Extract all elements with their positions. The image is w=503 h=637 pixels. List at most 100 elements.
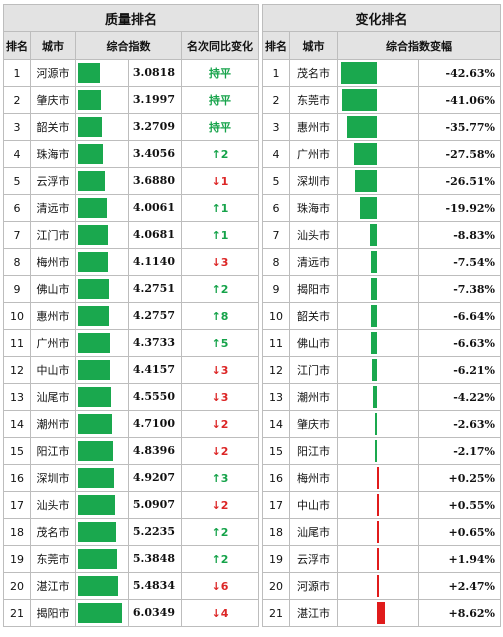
index-bar xyxy=(78,306,109,326)
index-bar-cell xyxy=(77,519,129,545)
rank-change-cell: ↑2 xyxy=(180,140,260,168)
change-ranking-title: 变化排名 xyxy=(261,4,502,32)
table-row: 12 江门市 -6.21% xyxy=(262,356,502,384)
rank-cell: 8 xyxy=(3,248,31,276)
city-cell: 潮州市 xyxy=(289,383,338,411)
city-cell: 汕头市 xyxy=(30,491,76,519)
table-row: 13 潮州市 -4.22% xyxy=(262,383,502,411)
city-cell: 江门市 xyxy=(30,221,76,249)
city-cell: 惠州市 xyxy=(30,302,76,330)
rank-cell: 9 xyxy=(262,275,290,303)
change-pct-cell: -6.21% xyxy=(417,356,502,384)
city-cell: 茂名市 xyxy=(30,518,76,546)
index-bar-cell xyxy=(77,168,129,194)
change-bar-cell xyxy=(337,464,419,492)
table-row: 6 珠海市 -19.92% xyxy=(262,194,502,222)
rank-cell: 1 xyxy=(262,59,290,87)
change-bar-cell xyxy=(337,221,419,249)
header-rank: 排名 xyxy=(3,31,31,60)
rank-cell: 16 xyxy=(3,464,31,492)
city-cell: 广州市 xyxy=(30,329,76,357)
rank-cell: 14 xyxy=(3,410,31,438)
index-value: 4.2751 xyxy=(132,282,175,295)
index-bar-cell xyxy=(77,492,129,518)
change-bar-cell xyxy=(337,194,419,222)
change-pct-cell: -19.92% xyxy=(417,194,502,222)
rank-cell: 10 xyxy=(3,302,31,330)
city-cell: 云浮市 xyxy=(30,167,76,195)
table-row: 8 梅州市 4.1140 ↓3 xyxy=(3,248,260,276)
change-bar xyxy=(377,521,379,543)
index-cell: 5.4834 xyxy=(75,572,182,600)
rank-cell: 7 xyxy=(262,221,290,249)
index-bar xyxy=(78,225,108,245)
rank-cell: 8 xyxy=(262,248,290,276)
change-bar xyxy=(377,575,379,597)
table-row: 21 湛江市 +8.62% xyxy=(262,599,502,627)
rank-change-cell: ↑1 xyxy=(180,221,260,249)
table-row: 15 阳江市 4.8396 ↓2 xyxy=(3,437,260,465)
rank-cell: 7 xyxy=(3,221,31,249)
change-bar-cell xyxy=(337,167,419,195)
change-bar-cell xyxy=(337,518,419,546)
city-cell: 汕尾市 xyxy=(30,383,76,411)
rank-cell: 11 xyxy=(262,329,290,357)
index-value: 3.0818 xyxy=(132,66,175,79)
rank-cell: 18 xyxy=(3,518,31,546)
change-pct-cell: -2.63% xyxy=(417,410,502,438)
rank-cell: 3 xyxy=(3,113,31,141)
index-bar-cell xyxy=(77,276,129,302)
rank-change-cell: ↓4 xyxy=(180,599,260,627)
change-bar-cell xyxy=(337,248,419,276)
city-cell: 阳江市 xyxy=(30,437,76,465)
change-pct-cell: -6.63% xyxy=(417,329,502,357)
table-row: 18 汕尾市 +0.65% xyxy=(262,518,502,546)
table-row: 10 惠州市 4.2757 ↑8 xyxy=(3,302,260,330)
table-row: 17 中山市 +0.55% xyxy=(262,491,502,519)
rank-change-cell: ↑2 xyxy=(180,545,260,573)
index-cell: 4.3733 xyxy=(75,329,182,357)
index-bar xyxy=(78,333,110,353)
quality-ranking-table: 质量排名 排名 城市 综合指数 名次同比变化 1 河源市 3.0818 持平 2 肇庆市 3… xyxy=(2,4,260,627)
index-cell: 3.6880 xyxy=(75,167,182,195)
index-bar xyxy=(78,441,113,461)
index-bar xyxy=(78,90,101,110)
rank-change-cell: ↓2 xyxy=(180,491,260,519)
table-row: 7 汕头市 -8.83% xyxy=(262,221,502,249)
table-row: 19 东莞市 5.3848 ↑2 xyxy=(3,545,260,573)
table-row: 21 揭阳市 6.0349 ↓4 xyxy=(3,599,260,627)
city-cell: 东莞市 xyxy=(289,86,338,114)
rank-change-cell: ↑8 xyxy=(180,302,260,330)
change-bar-cell xyxy=(337,599,419,627)
index-value: 3.2709 xyxy=(132,120,175,133)
table-row: 6 清远市 4.0061 ↑1 xyxy=(3,194,260,222)
rank-change-cell: 持平 xyxy=(180,113,260,141)
index-bar xyxy=(78,279,109,299)
rank-cell: 4 xyxy=(3,140,31,168)
rank-change-cell: ↑2 xyxy=(180,275,260,303)
city-cell: 梅州市 xyxy=(30,248,76,276)
table-row: 5 深圳市 -26.51% xyxy=(262,167,502,195)
table-row: 4 珠海市 3.4056 ↑2 xyxy=(3,140,260,168)
rank-cell: 10 xyxy=(262,302,290,330)
index-cell: 6.0349 xyxy=(75,599,182,627)
index-bar xyxy=(78,549,117,569)
index-bar xyxy=(78,171,105,191)
rank-cell: 17 xyxy=(3,491,31,519)
change-bar xyxy=(377,494,379,516)
change-bar xyxy=(355,170,377,192)
city-cell: 清远市 xyxy=(289,248,338,276)
change-bar xyxy=(375,440,377,462)
index-cell: 5.3848 xyxy=(75,545,182,573)
city-cell: 珠海市 xyxy=(289,194,338,222)
table-row: 4 广州市 -27.58% xyxy=(262,140,502,168)
index-value: 3.1997 xyxy=(132,93,175,106)
change-bar-cell xyxy=(337,59,419,87)
rank-cell: 5 xyxy=(262,167,290,195)
table-row: 9 揭阳市 -7.38% xyxy=(262,275,502,303)
change-bar-cell xyxy=(337,491,419,519)
change-bar xyxy=(371,251,377,273)
table-row: 11 佛山市 -6.63% xyxy=(262,329,502,357)
city-cell: 珠海市 xyxy=(30,140,76,168)
rank-change-cell: 持平 xyxy=(180,86,260,114)
